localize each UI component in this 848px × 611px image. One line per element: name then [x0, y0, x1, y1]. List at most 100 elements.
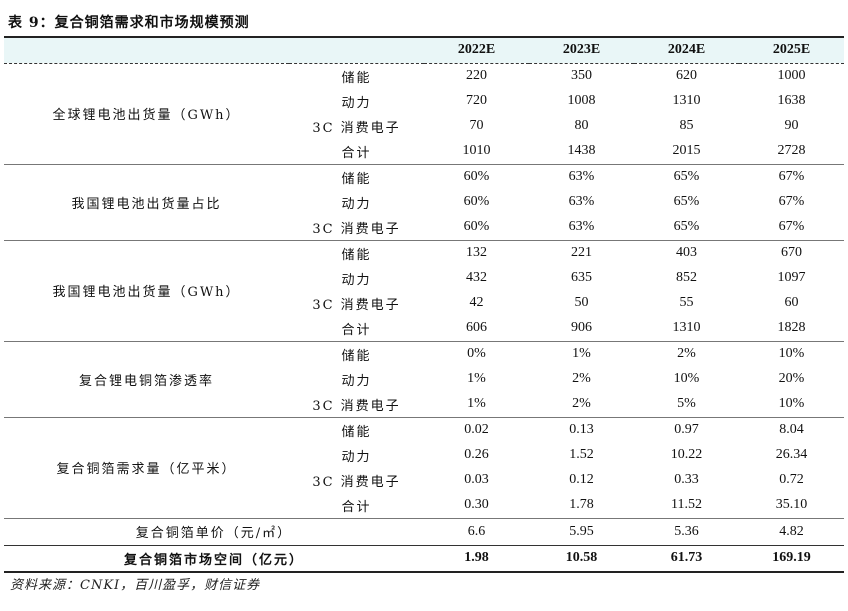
table-row: 我国锂电池出货量（GWh） 储能 132 221 403 670	[4, 239, 844, 341]
table-row: 3C 消费电子 0.03 0.12 0.33 0.72	[4, 468, 844, 493]
value-cell: 2728	[777, 143, 806, 158]
value-cell: 0.03	[464, 472, 489, 487]
value-cell: 1.98	[424, 544, 529, 573]
value-cell: 1438	[567, 143, 596, 158]
value-cell: 10%	[739, 340, 844, 367]
value-cell: 2%	[634, 340, 739, 367]
group-label: 我国锂电池出货量（GWh）	[4, 239, 289, 341]
row-category: 动力	[341, 196, 372, 212]
value-cell: 70	[469, 118, 484, 133]
table-row: 动力 60% 63% 65% 67%	[4, 190, 844, 215]
row-category: 储能	[289, 340, 424, 367]
value-cell: 350	[571, 68, 592, 83]
value-cell: 35.10	[775, 497, 808, 512]
value-cell: 5.36	[634, 517, 739, 545]
value-cell: 90	[784, 118, 799, 133]
value-cell: 60%	[424, 163, 529, 190]
row-category: 3C 消费电子	[312, 398, 401, 414]
group-label: 全球锂电池出货量（GWh）	[52, 108, 241, 123]
value-cell: 1638	[777, 93, 806, 108]
header-blank	[4, 36, 289, 64]
value-cell: 1%	[467, 371, 486, 386]
value-cell: 0%	[424, 340, 529, 367]
value-cell: 67%	[778, 219, 805, 234]
value-cell: 1%	[529, 340, 634, 367]
table-row: 3C 消费电子 42 50 55 60	[4, 291, 844, 316]
value-cell: 1%	[467, 396, 486, 411]
value-cell: 2%	[572, 396, 591, 411]
row-category: 3C 消费电子	[312, 297, 401, 313]
value-cell: 60%	[463, 194, 490, 209]
value-cell: 0.33	[674, 472, 699, 487]
value-cell: 720	[466, 93, 487, 108]
row-category: 3C 消费电子	[312, 474, 401, 490]
value-cell: 80	[574, 118, 589, 133]
value-cell: 20%	[778, 371, 805, 386]
table-row: 动力 0.26 1.52 10.22 26.34	[4, 443, 844, 468]
group-label: 我国锂电池出货量占比	[4, 163, 289, 240]
row-category: 储能	[289, 239, 424, 266]
value-cell: 0.26	[464, 447, 489, 462]
source-note: 资料来源：CNKI，百川盈孚，财信证券	[10, 578, 261, 593]
value-cell: 42	[469, 295, 484, 310]
header-year: 2024E	[634, 36, 739, 64]
value-cell: 2%	[572, 371, 591, 386]
table-row: 复合铜箔需求量（亿平米） 储能 0.02 0.13 0.97 8.04	[4, 416, 844, 518]
value-cell: 606	[466, 320, 487, 335]
value-cell: 10%	[778, 396, 805, 411]
value-cell: 5%	[677, 396, 696, 411]
value-cell: 0.97	[634, 416, 739, 443]
value-cell: 220	[466, 68, 487, 83]
value-cell: 5.95	[529, 517, 634, 545]
value-cell: 67%	[778, 194, 805, 209]
header-year: 2025E	[739, 36, 844, 64]
table-row: 复合锂电铜箔渗透率 储能 0% 1% 2% 10%	[4, 340, 844, 417]
row-category: 动力	[341, 272, 372, 288]
table-row: 我国锂电池出货量占比 储能 60% 63% 65% 67%	[4, 163, 844, 240]
value-cell: 1.52	[569, 447, 594, 462]
row-category: 合计	[341, 322, 372, 338]
table-row: 3C 消费电子 1% 2% 5% 10%	[4, 392, 844, 418]
header-blank	[289, 36, 424, 64]
value-cell: 10.22	[670, 447, 703, 462]
table-row: 全球锂电池出货量（GWh） 储能 220 350 620 1000	[4, 63, 844, 123]
value-cell: 10.58	[529, 544, 634, 573]
value-cell: 67%	[739, 163, 844, 190]
value-cell: 0.30	[464, 497, 489, 512]
value-cell: 63%	[568, 219, 595, 234]
value-cell: 132	[424, 239, 529, 266]
value-cell: 620	[676, 68, 697, 83]
value-cell: 432	[466, 270, 487, 285]
table-row: 动力 432 635 852 1097	[4, 266, 844, 291]
value-cell: 1000	[777, 68, 806, 83]
row-category: 动力	[341, 373, 372, 389]
value-cell: 403	[634, 239, 739, 266]
value-cell: 60%	[463, 219, 490, 234]
group-label: 复合锂电铜箔渗透率	[4, 340, 289, 417]
table-row: 合计 1010 1438 2015 2728	[4, 139, 844, 165]
table-row: 3C 消费电子 60% 63% 65% 67%	[4, 215, 844, 241]
table-row: 动力 720 1008 1310 1638	[4, 89, 844, 114]
value-cell: 1097	[777, 270, 806, 285]
value-cell: 1310	[672, 320, 701, 335]
value-cell: 0.13	[529, 416, 634, 443]
value-cell: 65%	[634, 163, 739, 190]
value-cell: 11.52	[671, 497, 702, 512]
table-body: 全球锂电池出货量（GWh） 储能 220 350 620 1000 动力 720 1008 131…	[4, 63, 844, 573]
header-year: 2023E	[529, 36, 634, 64]
value-cell: 1828	[777, 320, 806, 335]
value-cell: 852	[676, 270, 697, 285]
value-cell: 0.72	[779, 472, 804, 487]
forecast-table: 2022E 2023E 2024E 2025E 全球锂电池出货量（GWh） 储能 2…	[4, 36, 844, 573]
value-cell: 670	[739, 239, 844, 266]
value-cell: 0.02	[424, 416, 529, 443]
row-category: 储能	[289, 163, 424, 190]
row-category: 3C 消费电子	[312, 221, 401, 237]
value-cell: 906	[571, 320, 592, 335]
value-cell: 10%	[673, 371, 700, 386]
value-cell: 221	[529, 239, 634, 266]
value-cell: 1010	[462, 143, 491, 158]
header-row: 2022E 2023E 2024E 2025E	[4, 36, 844, 64]
value-cell: 85	[679, 118, 694, 133]
value-cell: 169.19	[739, 544, 844, 573]
